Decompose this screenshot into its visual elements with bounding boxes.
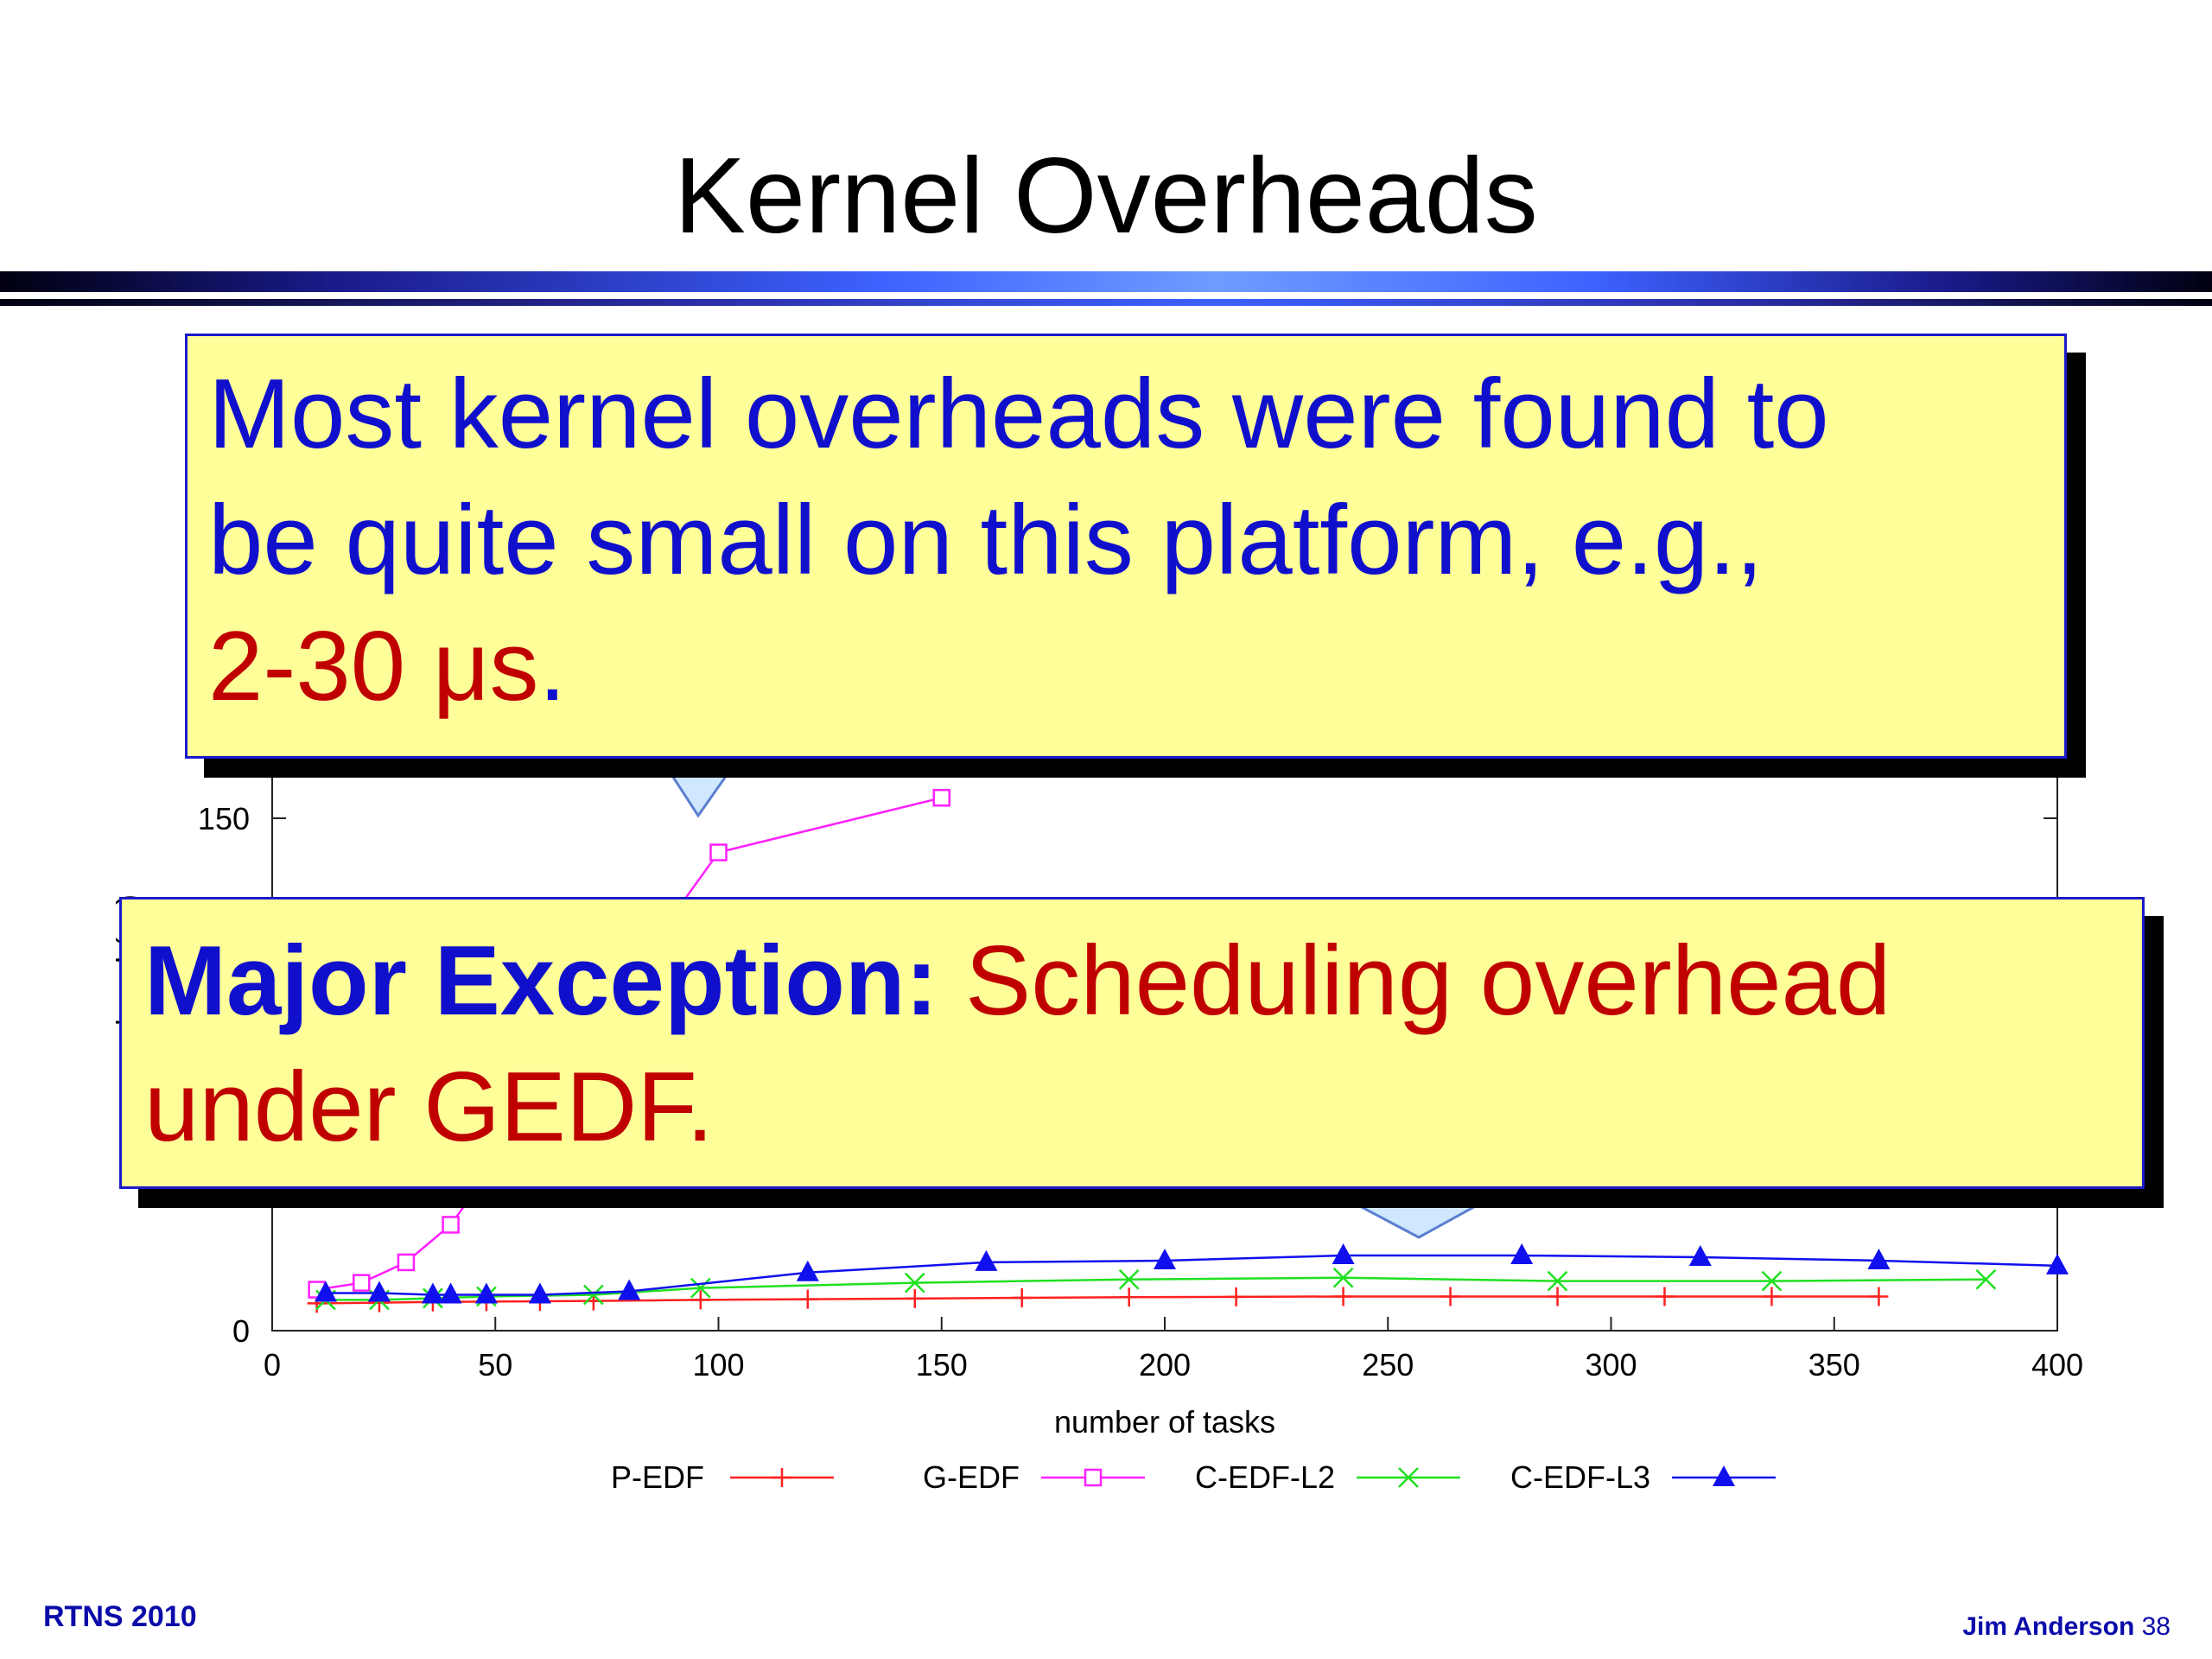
footer-conference: RTNS 2010 — [43, 1600, 197, 1633]
data-point — [1688, 1245, 1712, 1267]
data-point — [1975, 1268, 1997, 1290]
data-point — [1655, 1287, 1675, 1306]
data-point — [1548, 1287, 1567, 1306]
series-line — [316, 1295, 1879, 1305]
data-point — [1761, 1270, 1783, 1292]
data-point — [528, 1282, 551, 1304]
data-point — [367, 1281, 391, 1302]
data-point — [1333, 1287, 1353, 1306]
x-tick-label: 150 — [916, 1347, 968, 1382]
x-tick-label: 350 — [1808, 1347, 1860, 1382]
legend-entry-c-edf-l2: C-EDF-L2 — [1195, 1459, 1460, 1495]
top-callout-period: . — [538, 611, 567, 721]
series-line — [325, 1276, 1986, 1301]
data-point — [690, 1290, 710, 1310]
series-c-edf-l3 — [314, 1243, 2069, 1304]
legend-entry-g-edf: G-EDF — [923, 1459, 1145, 1495]
data-point — [1118, 1268, 1140, 1290]
y-tick-label: 150 — [198, 801, 250, 836]
data-point — [1119, 1287, 1139, 1307]
data-point — [1226, 1287, 1246, 1306]
data-point — [1510, 1243, 1534, 1265]
data-point — [772, 1468, 791, 1487]
page-number: 38 — [2141, 1612, 2171, 1641]
bottom-callout-text2: under GEDF. — [144, 1052, 714, 1162]
footer-author: Jim Anderson — [1962, 1612, 2135, 1641]
legend-label: P-EDF — [611, 1459, 704, 1495]
data-point — [975, 1249, 998, 1271]
title-rule-thick — [0, 271, 2212, 292]
top-callout-line2: be quite small on this platform, e.g., — [208, 485, 1764, 595]
data-point — [1713, 1465, 1735, 1486]
data-point — [796, 1260, 819, 1281]
legend-label: C-EDF-L3 — [1510, 1459, 1650, 1495]
bottom-callout-text1: Scheduling overhead — [965, 926, 1891, 1036]
data-point — [582, 1284, 604, 1306]
x-tick-label: 200 — [1139, 1347, 1191, 1382]
x-axis-label: number of tasks — [1054, 1404, 1275, 1440]
data-point — [618, 1279, 641, 1300]
data-point — [1867, 1248, 1891, 1269]
x-tick-label: 50 — [478, 1347, 512, 1382]
data-point — [1869, 1287, 1889, 1306]
data-point — [932, 789, 950, 807]
data-point — [1440, 1287, 1460, 1306]
top-callout-line1: Most kernel overheads were found to — [208, 359, 1829, 469]
legend-entry-c-edf-l3: C-EDF-L3 — [1510, 1459, 1776, 1495]
x-tick-label: 250 — [1362, 1347, 1414, 1382]
data-point — [798, 1289, 817, 1309]
bottom-callout-label: Major Exception: — [144, 926, 938, 1036]
bottom-callout: Major Exception: Scheduling overhead und… — [119, 897, 2145, 1189]
series-c-edf-l2 — [315, 1267, 1997, 1311]
data-point — [353, 1274, 371, 1292]
top-callout: Most kernel overheads were found to be q… — [185, 334, 2067, 759]
legend-label: C-EDF-L2 — [1195, 1459, 1335, 1495]
top-callout-value: 2-30 μs — [208, 611, 539, 721]
data-point — [314, 1281, 337, 1302]
data-point — [709, 843, 728, 861]
series-line — [325, 1254, 2058, 1296]
data-point — [905, 1288, 925, 1308]
x-tick-label: 100 — [692, 1347, 744, 1382]
data-point — [1547, 1270, 1568, 1292]
x-tick-label: 0 — [264, 1347, 281, 1382]
data-point — [397, 1253, 416, 1272]
data-point — [439, 1282, 462, 1304]
data-point — [1762, 1287, 1782, 1306]
data-point — [1084, 1468, 1103, 1487]
series-g-edf — [308, 789, 950, 1299]
data-point — [1154, 1248, 1176, 1269]
y-tick-label: 0 — [232, 1313, 250, 1349]
data-point — [1398, 1467, 1419, 1488]
data-point — [2046, 1253, 2069, 1274]
x-tick-label: 400 — [2031, 1347, 2083, 1382]
x-tick-label: 300 — [1585, 1347, 1637, 1382]
data-point — [904, 1272, 925, 1294]
data-point — [690, 1277, 711, 1299]
legend-label: G-EDF — [923, 1459, 1020, 1495]
data-point — [1332, 1243, 1355, 1265]
legend-entry-p-edf: P-EDF — [611, 1459, 834, 1495]
data-point — [474, 1282, 498, 1304]
data-point — [421, 1282, 444, 1304]
data-point — [442, 1216, 460, 1234]
title-rule-thin — [0, 299, 2212, 306]
footer-author-block: Jim Anderson 38 — [1962, 1612, 2171, 1642]
slide-title: Kernel Overheads — [674, 137, 1538, 256]
data-point — [1012, 1288, 1032, 1308]
data-point — [1332, 1267, 1354, 1288]
